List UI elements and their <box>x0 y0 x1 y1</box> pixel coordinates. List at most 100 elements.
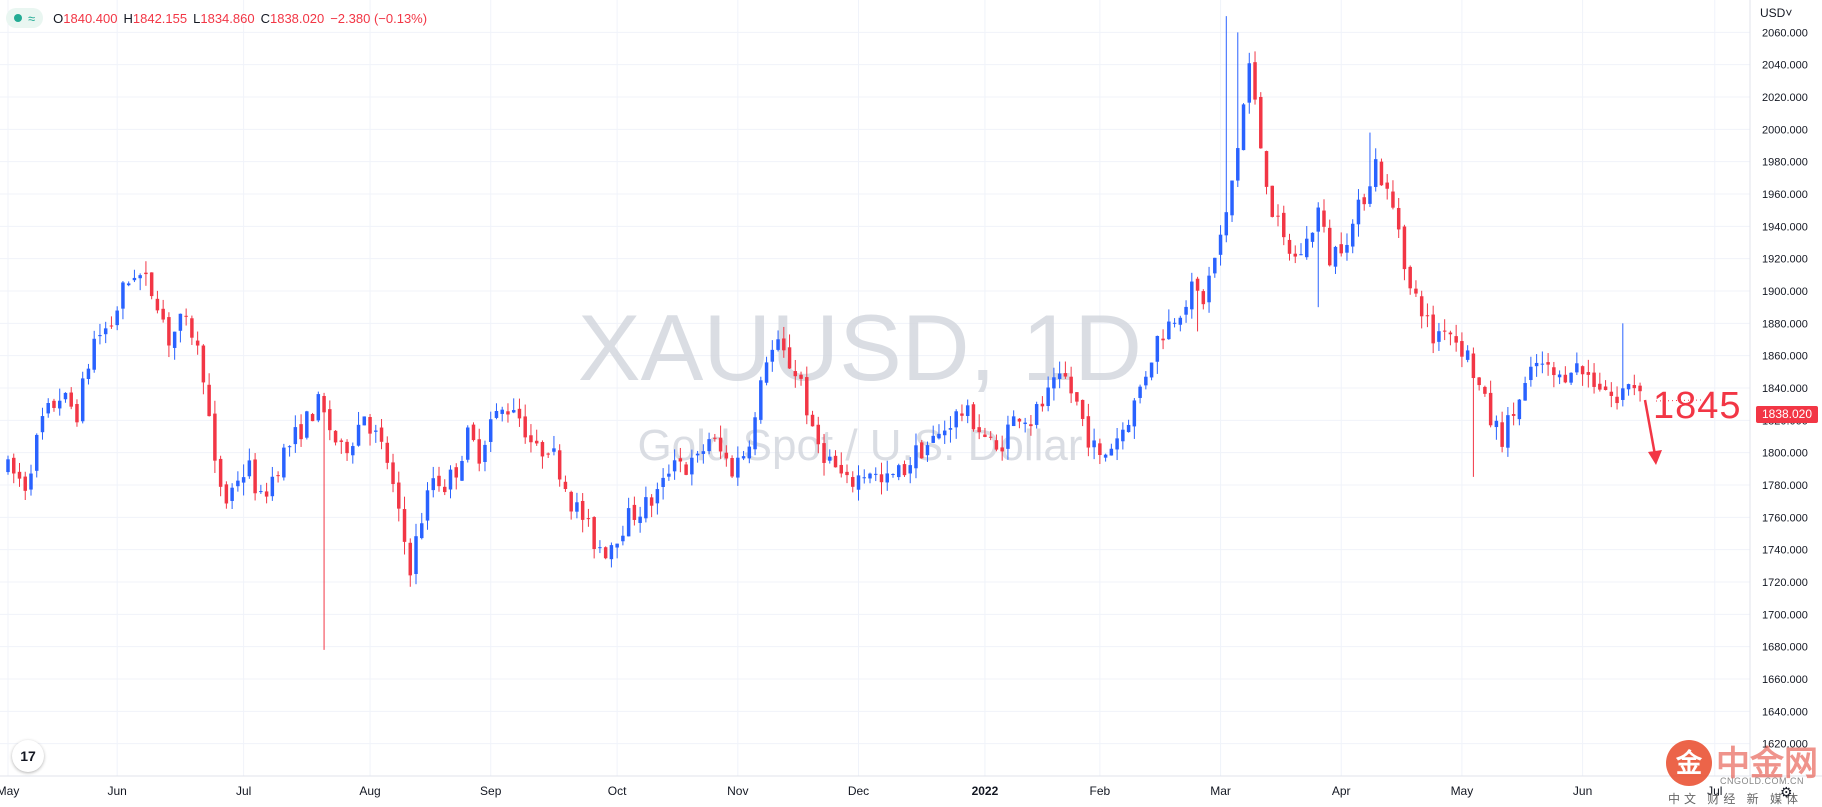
x-tick-label: Apr <box>1332 784 1351 798</box>
candle-body <box>1109 448 1114 456</box>
candle-body <box>132 277 137 281</box>
candle-body <box>655 489 660 504</box>
candle-body <box>115 310 119 326</box>
candle-body <box>1247 63 1252 103</box>
candle-body <box>23 476 27 491</box>
watermark-symbol: XAUUSD, 1D <box>578 295 1142 400</box>
candle-body <box>92 338 96 370</box>
x-tick-label: 2022 <box>972 784 999 798</box>
candle-body <box>379 427 384 442</box>
candle-body <box>46 403 50 414</box>
candle-body <box>207 384 211 417</box>
close-value: C1838.020 <box>260 10 325 26</box>
y-tick-label: 1720.000 <box>1762 577 1808 589</box>
candle-body <box>57 400 62 409</box>
candle-body <box>155 298 160 311</box>
candle-body <box>52 400 56 408</box>
candle-body <box>1121 429 1125 442</box>
candle-body <box>764 362 769 383</box>
candle-body <box>1172 322 1177 324</box>
candle-body <box>1000 447 1004 452</box>
candle-body <box>529 435 533 443</box>
candle-body <box>810 414 815 427</box>
candle-body <box>420 523 424 539</box>
candle-body <box>1132 400 1137 427</box>
candle-body <box>80 378 85 422</box>
candle-body <box>753 417 757 450</box>
candle-body <box>805 377 809 416</box>
candle-body <box>885 473 889 483</box>
candle-body <box>1391 191 1395 208</box>
candle-body <box>1345 244 1349 253</box>
candle-body <box>557 450 562 480</box>
low-value: L1834.860 <box>193 10 255 26</box>
candle-body <box>701 451 706 454</box>
candle-body <box>1230 180 1234 216</box>
candle-body <box>126 283 131 286</box>
currency-selector[interactable]: USD˅ <box>1760 6 1793 20</box>
candle-body <box>896 465 901 478</box>
candle-body <box>868 473 872 479</box>
brand-watermark: 金 中金网 CNGOLD.COM.CN 中文 财经 新 媒体 <box>1662 734 1820 806</box>
candle-body <box>184 315 188 317</box>
candle-body <box>402 509 407 542</box>
candle-body <box>1126 424 1131 433</box>
candle-body <box>1534 362 1539 367</box>
candle-body <box>1080 399 1085 419</box>
candle-body <box>1339 244 1343 254</box>
candle-body <box>6 459 10 473</box>
candle-body <box>569 491 573 512</box>
candle-body <box>994 440 999 450</box>
candle-body <box>632 504 637 520</box>
series-visible-dot[interactable] <box>14 14 22 22</box>
y-tick-label: 1880.000 <box>1762 318 1808 330</box>
candle-body <box>684 464 688 475</box>
y-tick-label: 1980.000 <box>1762 157 1808 169</box>
candle-body <box>1029 424 1033 427</box>
candle-body <box>17 471 22 479</box>
candle-body <box>1144 376 1148 386</box>
candle-body <box>1477 377 1481 386</box>
tradingview-logo[interactable]: 17 <box>12 740 44 772</box>
y-tick-label: 1700.000 <box>1762 609 1808 621</box>
candle-body <box>34 434 39 471</box>
candle-body <box>1190 281 1194 310</box>
candle-body <box>1402 226 1407 270</box>
ohlc-legend: ≈ O1840.400 H1842.155 L1834.860 C1838.02… <box>6 7 433 29</box>
candle-body <box>454 467 458 478</box>
candle-body <box>1506 415 1510 448</box>
wave-icon[interactable]: ≈ <box>28 10 36 26</box>
candle-body <box>1218 234 1223 255</box>
candle-body <box>1546 362 1550 365</box>
candle-body <box>1138 386 1142 398</box>
x-tick-label: Dec <box>848 784 869 798</box>
candle-body <box>293 427 298 445</box>
candle-body <box>782 338 786 351</box>
candle-body <box>1086 416 1091 448</box>
candle-body <box>316 394 321 421</box>
candle-body <box>1115 438 1119 450</box>
candle-body <box>1511 414 1516 416</box>
candle-body <box>713 437 717 439</box>
candle-body <box>695 453 700 456</box>
candle-body <box>1523 383 1527 401</box>
candle-body <box>1396 207 1401 230</box>
gear-icon[interactable]: ⚙ <box>1780 784 1793 800</box>
candle-body <box>1454 336 1458 343</box>
candle-body <box>218 458 223 487</box>
candle-body <box>1379 161 1384 186</box>
series-toggle[interactable]: ≈ <box>6 8 44 28</box>
candle-body <box>506 411 510 415</box>
candle-body <box>144 272 148 275</box>
candle-body <box>1213 257 1217 274</box>
candle-body <box>621 535 625 542</box>
candle-body <box>1011 416 1016 427</box>
x-tick-label: Jul <box>236 784 251 798</box>
candle-body <box>161 308 165 320</box>
candle-body <box>1224 212 1229 236</box>
candle-body <box>1615 396 1619 404</box>
y-tick-label: 1800.000 <box>1762 448 1808 460</box>
candle-body <box>1488 392 1493 426</box>
candle-body <box>236 480 240 487</box>
